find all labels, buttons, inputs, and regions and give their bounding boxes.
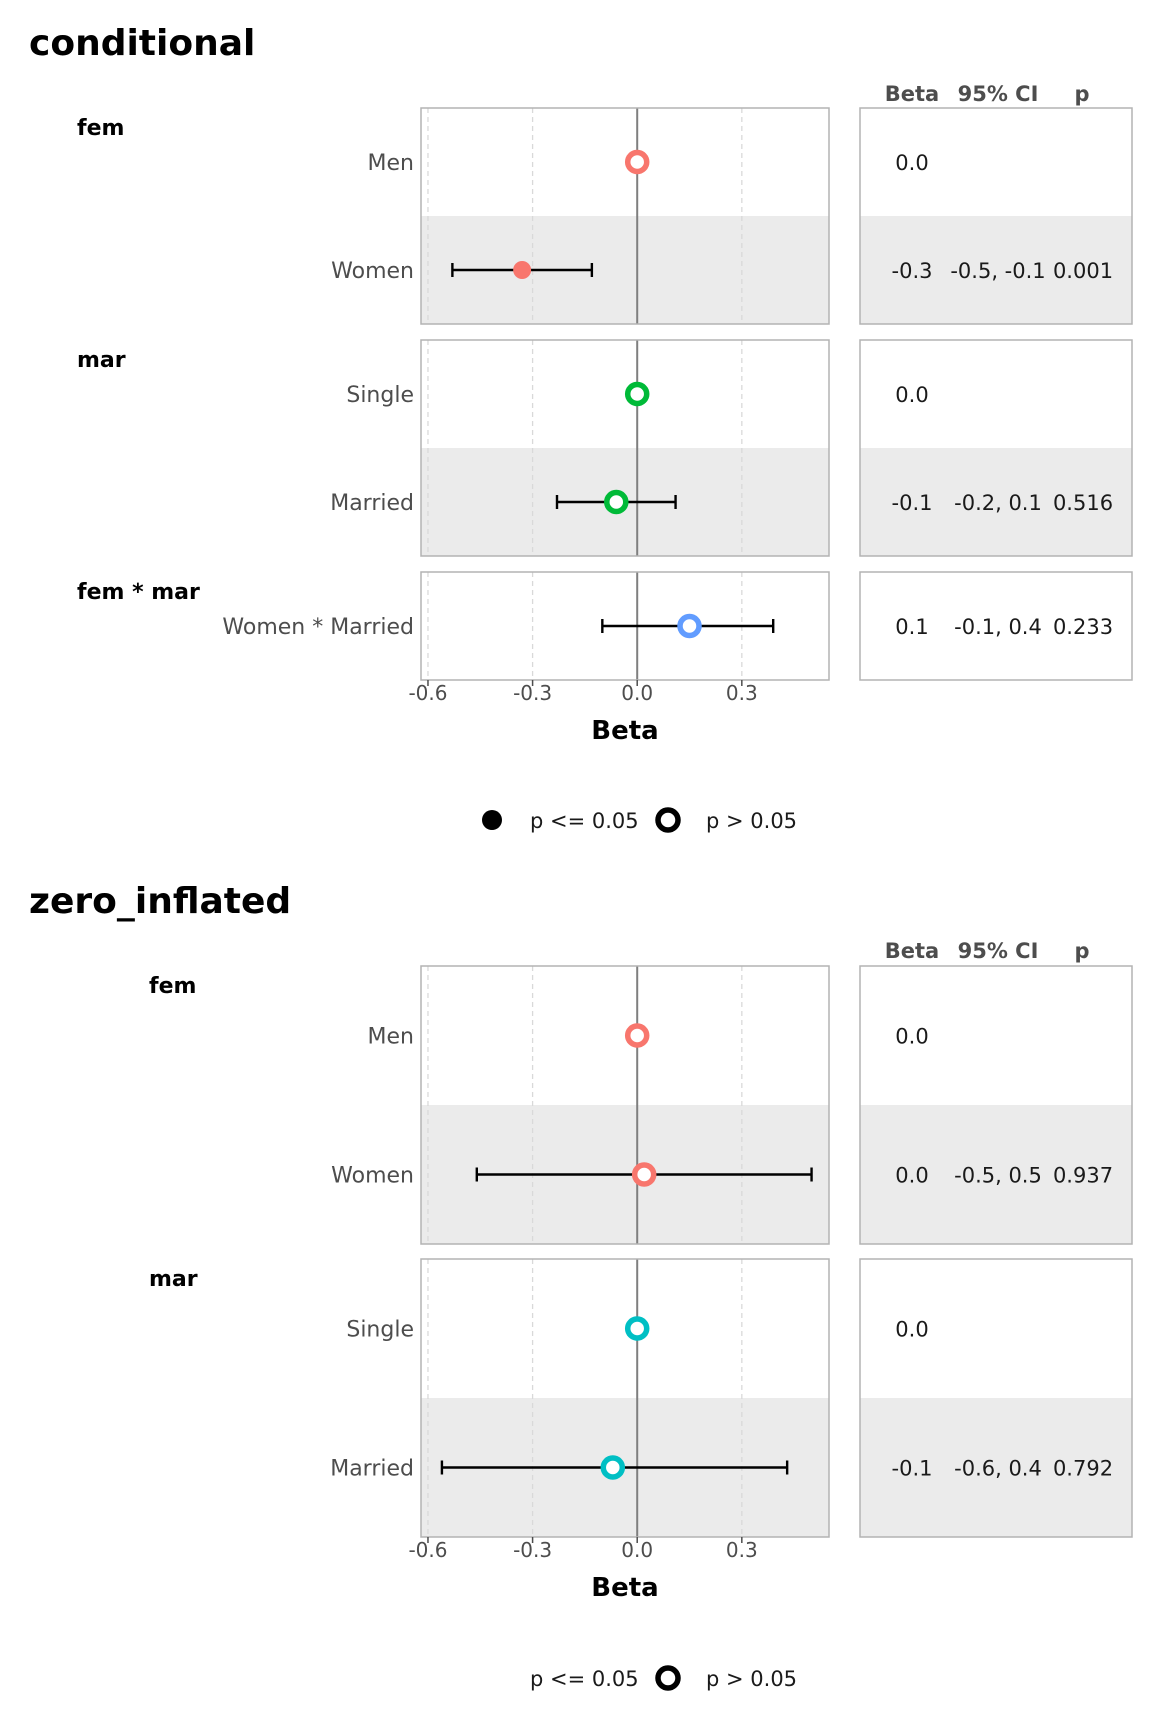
- row-label: Married: [330, 1457, 414, 1482]
- table-header: Beta: [885, 939, 939, 963]
- legend: p <= 0.05 p > 0.05: [482, 807, 797, 833]
- table-p: 0.001: [1053, 259, 1113, 283]
- table-beta: 0.1: [895, 615, 928, 639]
- plot-panel-border: [420, 571, 830, 681]
- table-panel-border: [859, 571, 1133, 681]
- table-panel-border: [859, 107, 1133, 325]
- row-label: Women: [331, 259, 414, 284]
- point-estimate: [624, 381, 650, 407]
- row-label: Women: [331, 1164, 414, 1189]
- point-estimate: [624, 1316, 650, 1341]
- legend-key-filled: [482, 810, 502, 830]
- table-header: 95% CI: [958, 82, 1039, 106]
- x-tick-label: 0.0: [621, 1538, 653, 1562]
- chart-section-zero-inflated: zero_inflated Beta 95% CI p fem Men 0.0 Women 0.…: [29, 881, 1133, 1691]
- legend-label: p > 0.05: [706, 1667, 797, 1691]
- group-fem: fem Men 0.0 Women -0.3 -0.5, -0.1 0.001: [77, 107, 1133, 325]
- x-tick-label: 0.3: [726, 681, 758, 705]
- legend-label: p > 0.05: [706, 809, 797, 833]
- table-header: 95% CI: [958, 939, 1039, 963]
- table-beta: -0.3: [892, 259, 933, 283]
- group-label: mar: [149, 1267, 198, 1292]
- legend-label: p <= 0.05: [530, 1667, 639, 1691]
- table-row-shade: [860, 216, 1132, 324]
- table-ci: -0.1, 0.4: [954, 615, 1042, 639]
- x-tick-label: -0.3: [513, 1538, 552, 1562]
- table-beta: -0.1: [892, 1457, 933, 1481]
- point-estimate: [600, 1455, 626, 1480]
- table-p: 0.516: [1053, 491, 1113, 515]
- table-header: p: [1074, 939, 1089, 963]
- x-tick-label: 0.3: [726, 1538, 758, 1562]
- table-header: Beta: [885, 82, 939, 106]
- plot-panel-border: [420, 339, 830, 557]
- table-row-shade: [860, 1398, 1132, 1537]
- table-p: 0.792: [1053, 1457, 1113, 1481]
- point-estimate: [677, 613, 702, 639]
- legend-key-hollow: [655, 1665, 681, 1691]
- table-panel-border: [859, 965, 1133, 1245]
- row-label: Married: [330, 491, 414, 516]
- table-p: 0.937: [1053, 1164, 1113, 1188]
- point-estimate: [624, 149, 650, 175]
- point-estimate: [513, 261, 532, 279]
- group-mar: mar Single 0.0 Married -0.1 -0.2, 0.1 0.516: [77, 339, 1133, 557]
- x-axis-title: Beta: [591, 716, 658, 746]
- group-fem: fem Men 0.0 Women 0.0 -0.5, 0.5 0.937: [149, 965, 1133, 1245]
- row-label: Single: [346, 1318, 414, 1343]
- table-header: p: [1074, 82, 1089, 106]
- table-ci: -0.5, 0.5: [954, 1164, 1042, 1188]
- group-fem-mar: fem * mar Women * Married 0.1 -0.1, 0.4 0.23…: [77, 571, 1133, 681]
- point-estimate: [624, 1023, 650, 1048]
- row-label: Women * Married: [222, 615, 414, 640]
- table-beta: 0.0: [895, 383, 928, 407]
- point-estimate: [631, 1162, 657, 1187]
- table-panel-border: [859, 339, 1133, 557]
- table-ci: -0.6, 0.4: [954, 1457, 1042, 1481]
- x-tick-label: 0.0: [621, 681, 653, 705]
- x-tick-label: -0.6: [408, 1538, 447, 1562]
- chart-title: conditional: [29, 23, 255, 64]
- plot-panel-border: [420, 107, 830, 325]
- table-beta: -0.1: [892, 491, 933, 515]
- legend: p <= 0.05 p > 0.05: [530, 1665, 797, 1691]
- point-estimate: [604, 489, 629, 515]
- x-axis: -0.6 -0.3 0.0 0.3 Beta: [408, 1537, 758, 1603]
- table-row-shade: [860, 1105, 1132, 1244]
- table-row-shade: [860, 448, 1132, 556]
- legend-key-hollow: [655, 807, 681, 833]
- table-ci: -0.2, 0.1: [954, 491, 1042, 515]
- row-label: Single: [346, 383, 414, 408]
- legend-label: p <= 0.05: [530, 809, 639, 833]
- table-beta: 0.0: [895, 1025, 928, 1049]
- table-beta: 0.0: [895, 151, 928, 175]
- plot-panel-border: [420, 1258, 830, 1538]
- chart-title: zero_inflated: [29, 881, 291, 922]
- table-beta: 0.0: [895, 1164, 928, 1188]
- row-label: Men: [368, 151, 414, 176]
- table-ci: -0.5, -0.1: [950, 259, 1045, 283]
- row-label: Men: [368, 1025, 414, 1050]
- table-beta: 0.0: [895, 1318, 928, 1342]
- group-label: fem: [77, 116, 124, 141]
- chart-section-conditional: conditional Beta 95% CI p fem Men 0.0 Women -0.3…: [29, 23, 1133, 833]
- group-label: fem * mar: [77, 580, 200, 605]
- x-axis: -0.6 -0.3 0.0 0.3 Beta: [408, 680, 758, 746]
- x-tick-label: -0.3: [513, 681, 552, 705]
- plot-panel-border: [420, 965, 830, 1245]
- group-label: fem: [149, 974, 196, 999]
- group-label: mar: [77, 348, 126, 373]
- x-axis-title: Beta: [591, 1573, 658, 1603]
- table-p: 0.233: [1053, 615, 1113, 639]
- group-mar: mar Single 0.0 Married -0.1 -0.6, 0.4 0.792: [149, 1258, 1133, 1538]
- x-tick-label: -0.6: [408, 681, 447, 705]
- table-panel-border: [859, 1258, 1133, 1538]
